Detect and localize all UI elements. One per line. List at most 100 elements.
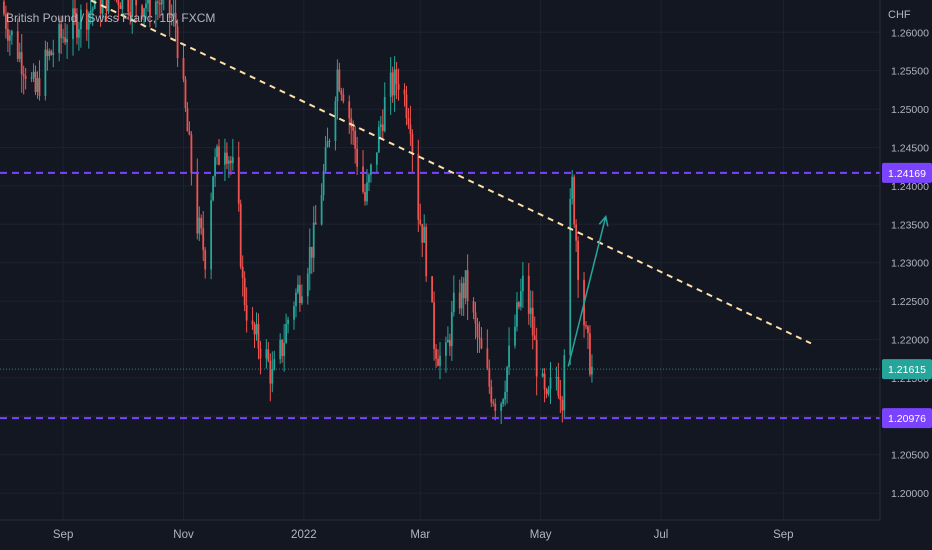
candle-body	[417, 153, 420, 220]
candle-body	[543, 373, 546, 390]
candle-body	[364, 191, 366, 202]
candle-body	[314, 222, 317, 225]
candle-body	[445, 342, 447, 356]
candle-body	[214, 157, 216, 177]
candle-body	[557, 376, 560, 396]
candle-body	[227, 160, 230, 164]
candle-body	[474, 312, 477, 324]
candle-body	[452, 292, 455, 313]
candle-body	[541, 373, 544, 377]
y-tick-label: 1.20500	[891, 450, 929, 462]
candle-body	[22, 74, 25, 77]
candle-body	[188, 131, 191, 135]
x-tick-label: Sep	[773, 529, 793, 541]
candle-body	[3, 1, 5, 15]
candle-body	[375, 152, 378, 165]
candle-body	[107, 0, 110, 12]
candle-body	[573, 176, 576, 225]
candle-body	[184, 79, 187, 109]
candle-body	[466, 270, 469, 302]
candle-body	[182, 57, 185, 80]
candle-body	[34, 71, 37, 93]
candle-body	[76, 14, 78, 38]
candle-body	[85, 9, 88, 30]
candle-body	[527, 275, 530, 314]
candle-body	[393, 69, 396, 96]
y-tick-label: 1.24000	[891, 181, 929, 193]
x-tick-label: 2022	[291, 529, 317, 541]
candle-body	[490, 386, 493, 403]
candle-body	[312, 222, 315, 258]
candle-body	[8, 35, 11, 41]
candle-body	[293, 306, 295, 320]
candle-body	[154, 1, 157, 15]
candle-body	[366, 182, 368, 202]
candle-body	[516, 302, 518, 327]
x-tick-label: Nov	[173, 529, 194, 541]
projection-arrow	[567, 216, 607, 367]
y-tick-label: 1.26000	[891, 27, 929, 39]
candle-body	[72, 8, 74, 40]
candle-body	[64, 37, 67, 43]
candle-body	[531, 307, 534, 336]
candle-body	[476, 323, 479, 338]
candle-body	[514, 326, 516, 346]
candle-body	[478, 337, 481, 339]
candle-body	[397, 83, 400, 90]
candle-body	[129, 11, 132, 16]
candle-body	[66, 39, 68, 43]
candle-body	[381, 124, 384, 131]
candle-body	[421, 224, 424, 243]
candle-body	[141, 5, 143, 16]
candle-body	[16, 31, 19, 59]
candle-body	[145, 3, 147, 9]
candle-body	[423, 226, 426, 243]
current-price-tag	[882, 359, 932, 380]
candle-body	[368, 174, 370, 183]
candle-body	[500, 403, 503, 411]
candle-body	[356, 148, 359, 167]
candle-body	[391, 72, 394, 96]
candle-body	[322, 171, 325, 196]
candle-body	[156, 1, 159, 3]
candle-body	[196, 172, 199, 234]
candle-body	[450, 312, 453, 347]
candle-body	[253, 324, 256, 335]
candle-body	[340, 90, 343, 95]
candle-body	[379, 124, 382, 127]
candle-body	[589, 333, 591, 375]
candle-body	[190, 134, 193, 173]
candle-body	[306, 273, 309, 297]
candle-body	[283, 342, 286, 357]
candle-body	[460, 283, 463, 309]
candle-body	[338, 69, 341, 91]
candle-body	[458, 292, 461, 309]
candle-body	[377, 126, 380, 153]
candle-body	[587, 326, 589, 334]
candle-body	[569, 198, 572, 356]
x-tick-label: Sep	[53, 529, 73, 541]
candle-body	[508, 345, 510, 368]
y-tick-label: 1.25500	[891, 66, 929, 78]
candle-body	[218, 146, 220, 165]
candle-body	[492, 402, 495, 404]
candle-body	[324, 147, 327, 172]
candle-body	[267, 349, 270, 361]
candle-body	[561, 400, 564, 411]
candle-body	[168, 0, 171, 19]
candle-body	[36, 78, 39, 93]
candle-body	[559, 395, 562, 401]
candle-body	[259, 348, 262, 359]
candle-body	[79, 9, 82, 30]
candle-body	[504, 391, 507, 400]
candle-body	[271, 369, 274, 384]
candle-body	[74, 8, 76, 15]
candle-body	[93, 0, 96, 9]
candle-body	[160, 0, 163, 5]
candle-body	[91, 8, 94, 11]
candle-body	[437, 358, 439, 366]
candle-body	[229, 160, 232, 164]
candle-body	[389, 72, 392, 98]
candle-body	[448, 339, 451, 347]
candle-body	[362, 166, 364, 192]
